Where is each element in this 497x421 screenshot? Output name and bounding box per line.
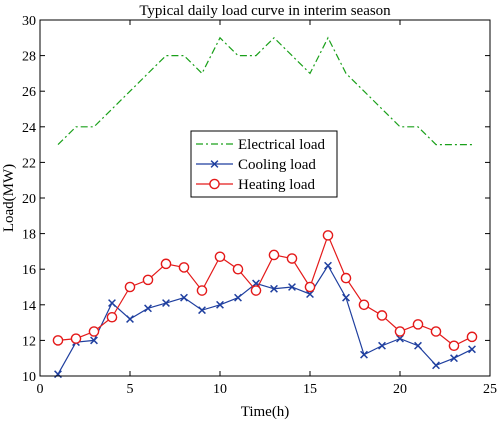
- data-point-1-9: [216, 300, 224, 309]
- legend-label-1: Cooling load: [238, 157, 316, 173]
- data-point-2-14: [304, 281, 316, 293]
- data-point-1-7: [180, 293, 188, 302]
- data-point-1-10: [234, 293, 242, 302]
- data-point-1-23: [468, 345, 476, 354]
- data-point-2-23: [466, 331, 478, 343]
- data-point-1-12: [270, 284, 278, 293]
- data-point-2-22: [448, 340, 460, 352]
- data-point-2-5: [142, 274, 154, 286]
- series-line-0: [57, 36, 472, 146]
- legend-label-2: Heating load: [238, 177, 316, 193]
- y-tick-label-3: 16: [22, 263, 36, 278]
- data-point-2-11: [250, 285, 262, 296]
- legend-label-0: Electrical load: [238, 137, 326, 153]
- data-point-1-19: [396, 334, 404, 343]
- data-point-1-4: [126, 315, 134, 323]
- x-tick-label-0: 0: [37, 382, 44, 397]
- data-point-1-2: [90, 336, 98, 345]
- series-line-2: [57, 233, 473, 347]
- x-tick-label-3: 15: [303, 382, 317, 397]
- series-0: [57, 36, 472, 146]
- y-tick-label-9: 28: [22, 50, 36, 65]
- series-line-1: [57, 264, 473, 375]
- y-tick-label-7: 24: [22, 121, 36, 136]
- data-point-2-1: [70, 333, 82, 344]
- x-axis-label: Time(h): [241, 404, 290, 420]
- legend-entry-2: Heating load: [196, 177, 316, 193]
- x-tick-label-1: 5: [127, 382, 134, 397]
- data-point-2-15: [322, 230, 334, 241]
- data-point-1-22: [450, 354, 458, 363]
- data-point-1-8: [198, 306, 206, 315]
- legend: Electrical load Cooling load Heating load: [190, 130, 338, 198]
- data-point-2-21: [430, 326, 442, 337]
- series-2: [52, 230, 478, 352]
- data-point-1-3: [108, 299, 116, 307]
- data-point-2-13: [286, 253, 298, 264]
- y-tick-label-5: 20: [22, 192, 36, 207]
- y-tick-label-6: 22: [22, 156, 36, 171]
- data-point-2-4: [124, 281, 136, 293]
- data-point-1-15: [324, 261, 332, 270]
- data-point-2-19: [394, 326, 406, 337]
- data-point-2-17: [358, 299, 370, 311]
- data-point-1-21: [432, 361, 440, 370]
- y-axis-label: Load(MW): [1, 164, 17, 232]
- data-point-2-10: [232, 263, 244, 275]
- x-tick-label-5: 25: [483, 382, 497, 397]
- data-point-1-0: [54, 370, 62, 379]
- data-point-2-18: [376, 310, 388, 321]
- data-point-2-7: [178, 262, 190, 273]
- y-tick-label-10: 30: [22, 14, 36, 29]
- data-point-2-16: [340, 272, 352, 284]
- x-tick-label-2: 10: [213, 382, 227, 397]
- data-point-2-0: [52, 335, 64, 346]
- data-point-1-14: [306, 290, 314, 299]
- legend-entry-1: Cooling load: [196, 157, 316, 173]
- data-point-2-9: [214, 251, 226, 263]
- y-tick-label-2: 14: [22, 299, 36, 314]
- data-point-2-6: [160, 258, 172, 270]
- data-point-2-3: [106, 311, 118, 323]
- legend-marker-1: [210, 160, 219, 168]
- data-point-1-18: [378, 341, 386, 350]
- data-point-1-16: [342, 293, 350, 302]
- data-point-1-5: [144, 304, 152, 313]
- data-point-2-12: [268, 249, 280, 261]
- data-point-2-2: [88, 326, 100, 337]
- data-point-1-17: [360, 350, 368, 359]
- series-1: [54, 261, 476, 379]
- legend-entry-0: Electrical load: [196, 137, 326, 153]
- series-layer: [52, 36, 478, 379]
- y-tick-label-0: 10: [22, 370, 36, 385]
- data-point-2-20: [412, 319, 424, 330]
- data-point-1-6: [162, 299, 170, 307]
- data-point-1-20: [414, 341, 422, 350]
- y-tick-label-1: 12: [22, 334, 36, 349]
- y-tick-label-4: 18: [22, 228, 36, 243]
- x-tick-label-4: 20: [393, 382, 407, 397]
- y-tick-label-8: 26: [22, 85, 36, 100]
- data-point-2-8: [196, 285, 208, 296]
- legend-marker-2: [209, 178, 220, 190]
- data-point-1-13: [288, 283, 296, 291]
- axes-layer: 0 5 10 15 20 25 10 12 14 16 18 20 22 24 26 28 30: [22, 14, 497, 397]
- chart-title: Typical daily load curve in interim seas…: [139, 3, 391, 19]
